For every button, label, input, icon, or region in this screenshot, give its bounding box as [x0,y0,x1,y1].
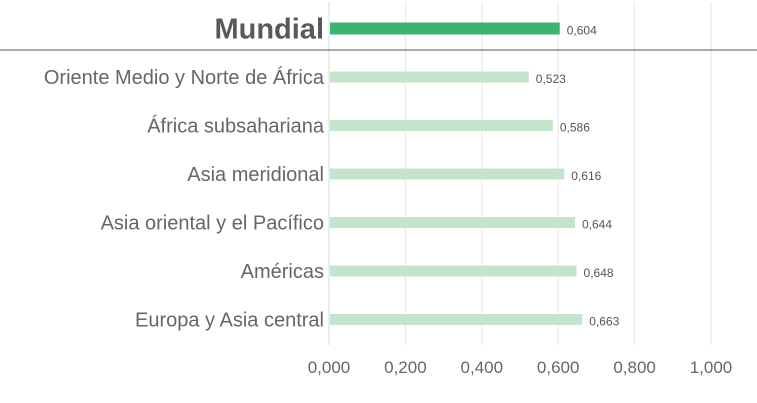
category-labels: Mundial Oriente Medio y Norte de África Áf… [44,14,325,332]
category-label: Américas [241,261,324,283]
bar [330,265,577,277]
value-label: 0,523 [536,72,566,86]
category-label: Oriente Medio y Norte de África [44,66,325,89]
value-label: 0,644 [582,218,612,232]
category-label: Asia oriental y el Pacífico [101,213,324,235]
value-label: 0,648 [584,266,614,280]
bar [330,120,553,131]
value-label: 0,604 [567,24,597,38]
category-label-mundial: Mundial [214,14,324,46]
value-label: 0,616 [571,169,601,183]
value-label: 0,586 [560,121,590,135]
bar-mundial [330,22,560,35]
bar [330,314,583,325]
x-tick-label: 0,800 [613,358,656,377]
bar [330,217,576,228]
x-tick-label: 1,000 [690,358,733,377]
x-tick-label: 0,400 [461,358,504,377]
x-tick-label: 0,200 [384,358,427,377]
value-labels: 0,604 0,523 0,586 0,616 0,644 0,648 0,663 [536,24,620,329]
category-label: África subsahariana [147,115,325,138]
category-label: Asia meridional [187,164,324,186]
x-tick-label: 0,600 [537,358,580,377]
bar [330,168,565,180]
bars [330,22,583,325]
x-axis-ticks: 0,000 0,200 0,400 0,600 0,800 1,000 [308,358,733,377]
value-label: 0,663 [589,315,619,329]
x-tick-label: 0,000 [308,358,351,377]
bar [330,71,529,83]
category-label: Europa y Asia central [135,310,324,332]
